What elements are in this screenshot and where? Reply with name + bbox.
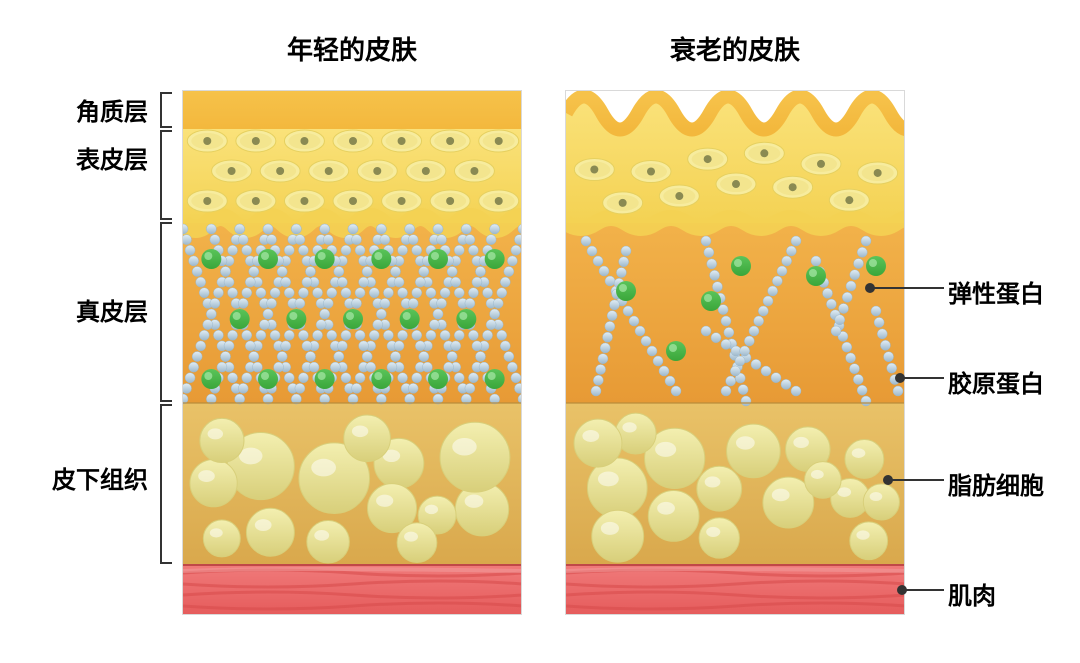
label-fat-cell: 脂肪细胞: [948, 466, 1044, 501]
title-old: 衰老的皮肤: [565, 30, 905, 67]
label-muscle: 肌肉: [948, 576, 996, 611]
panel-young-skin: [182, 90, 522, 615]
label-subcutaneous: 皮下组织: [0, 460, 148, 495]
title-young: 年轻的皮肤: [182, 30, 522, 67]
label-collagen: 胶原蛋白: [948, 364, 1044, 399]
label-epidermis: 表皮层: [0, 140, 148, 175]
young-skin-svg: [183, 91, 522, 615]
label-stratum-corneum: 角质层: [0, 92, 148, 127]
old-skin-svg: [566, 91, 905, 615]
label-elastin: 弹性蛋白: [948, 274, 1044, 309]
panel-old-skin: [565, 90, 905, 615]
label-dermis: 真皮层: [0, 292, 148, 327]
